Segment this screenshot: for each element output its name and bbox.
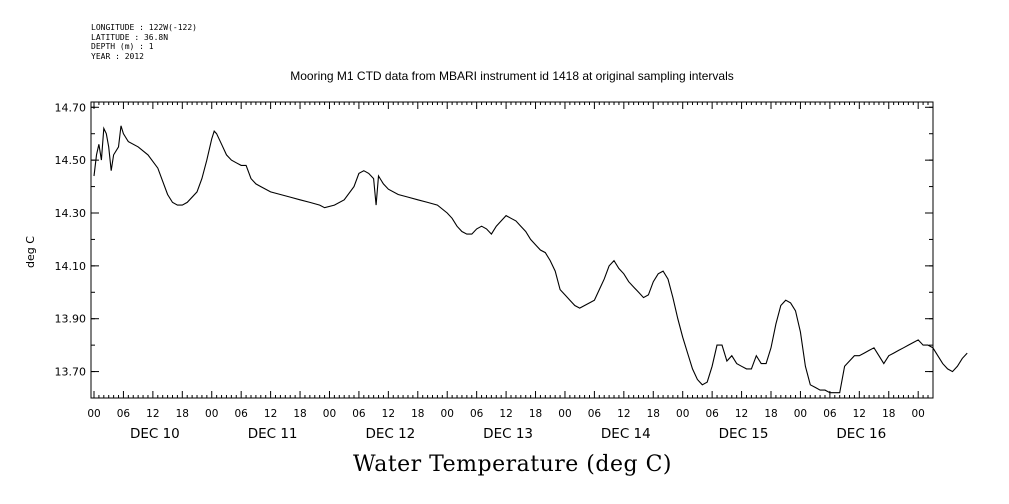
x-tick-label: 18	[647, 408, 660, 420]
x-tick-label: 12	[499, 408, 512, 420]
x-tick-label: 06	[470, 408, 484, 420]
x-day-label: DEC 10	[130, 426, 180, 442]
x-tick-label: 00	[441, 408, 454, 420]
x-tick-label: 00	[558, 408, 571, 420]
x-tick-label: 12	[853, 408, 866, 420]
x-tick-label: 00	[205, 408, 218, 420]
y-tick-label: 13.90	[55, 313, 87, 326]
x-tick-label: 18	[764, 408, 777, 420]
x-tick-label: 12	[146, 408, 159, 420]
y-axis-label: deg C	[24, 236, 37, 268]
chart-title: Mooring M1 CTD data from MBARI instrumen…	[290, 69, 734, 83]
x-tick-label: 06	[588, 408, 602, 420]
x-tick-label: 18	[176, 408, 189, 420]
footer-label: Water Temperature (deg C)	[353, 452, 672, 477]
longitude-text: LONGITUDE : 122W(-122)	[91, 23, 197, 32]
x-day-label: DEC 15	[719, 426, 769, 442]
x-tick-label: 06	[117, 408, 131, 420]
x-tick-label: 00	[87, 408, 100, 420]
y-tick-label: 14.30	[55, 207, 87, 220]
x-day-label: DEC 16	[836, 426, 886, 442]
x-tick-label: 12	[382, 408, 395, 420]
x-tick-label: 18	[411, 408, 424, 420]
y-tick-label: 13.70	[55, 366, 87, 379]
x-tick-label: 18	[529, 408, 542, 420]
x-tick-label: 18	[882, 408, 895, 420]
x-tick-label: 12	[617, 408, 630, 420]
plot-frame	[90, 101, 934, 399]
latitude-text: LATITUDE : 36.8N	[91, 32, 169, 42]
x-day-label: DEC 14	[601, 426, 651, 442]
metadata-block: LONGITUDE : 122W(-122) LATITUDE : 36.8N …	[91, 23, 197, 61]
x-tick-label: 18	[293, 408, 306, 420]
x-day-label: DEC 13	[483, 426, 533, 442]
depth-text: DEPTH (m) : 1	[91, 42, 154, 51]
y-tick-label: 14.10	[55, 260, 87, 273]
x-tick-label: 06	[234, 408, 248, 420]
x-day-label: DEC 11	[248, 426, 298, 442]
x-tick-label: 00	[323, 408, 336, 420]
x-tick-label: 06	[823, 408, 837, 420]
y-tick-label: 14.50	[55, 154, 87, 167]
x-tick-label: 00	[912, 408, 925, 420]
x-tick-label: 00	[676, 408, 689, 420]
x-tick-label: 12	[264, 408, 277, 420]
y-tick-label: 14.70	[55, 101, 87, 114]
x-day-label: DEC 12	[365, 426, 415, 442]
year-text: YEAR : 2012	[91, 51, 144, 61]
x-tick-label: 00	[794, 408, 807, 420]
temperature-series-line	[93, 125, 968, 394]
x-tick-label: 06	[705, 408, 719, 420]
x-tick-label: 12	[735, 408, 748, 420]
x-tick-label: 06	[352, 408, 366, 420]
